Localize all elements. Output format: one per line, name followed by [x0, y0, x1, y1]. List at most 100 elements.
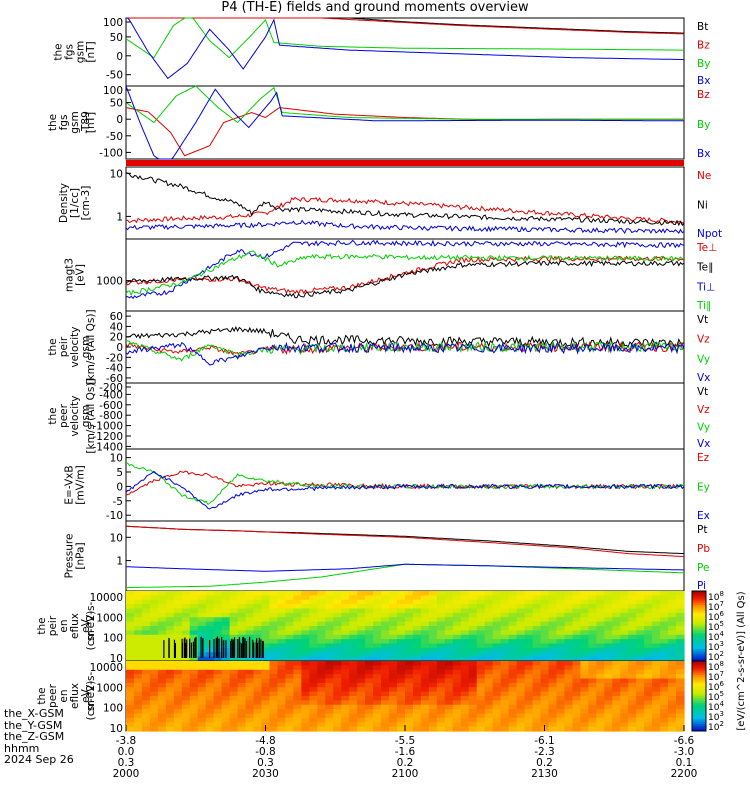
- y-tick-label: 0: [116, 51, 123, 63]
- peer_spec-cell: [269, 713, 279, 719]
- peer_spec-cell: [173, 674, 183, 680]
- x-axis: -3.80.00.32000-4.8-0.80.32030-5.5-1.60.2…: [113, 725, 697, 780]
- peer_spec-cell: [165, 678, 175, 684]
- peer_spec-cell: [676, 726, 685, 732]
- peir_spec-cell: [588, 656, 597, 662]
- peer_spec-cell: [572, 700, 581, 706]
- peir_spec-cell: [524, 608, 534, 614]
- peir_spec-cell: [556, 621, 566, 627]
- peir_spec-cell: [604, 608, 613, 614]
- peir_spec-cell: [468, 643, 478, 649]
- peer_spec-cell: [365, 661, 374, 666]
- peer_spec-cell: [141, 717, 151, 723]
- peir_spec-cell: [229, 634, 239, 640]
- peir_spec-cell: [540, 595, 550, 601]
- peer_spec-cell: [532, 665, 542, 671]
- peer_spec-cell: [173, 722, 183, 728]
- peer_spec-cell: [588, 669, 597, 675]
- peir_spec-cell: [420, 639, 430, 645]
- peir_spec-cell: [341, 621, 350, 627]
- peir_spec-cell: [620, 630, 629, 636]
- peir_spec-cell: [349, 608, 358, 614]
- peir_spec-cell: [652, 591, 661, 596]
- peir_spec-cell: [500, 612, 510, 618]
- peer_spec-cell: [652, 661, 661, 666]
- peir_spec-cell: [197, 634, 207, 640]
- peir_spec-cell: [357, 608, 366, 614]
- peir_spec-cell: [516, 626, 526, 631]
- colorbar-swatch: [692, 675, 706, 678]
- peer_spec-cell: [676, 678, 685, 684]
- peer_spec-cell: [309, 691, 318, 697]
- peer_spec-cell: [405, 678, 414, 684]
- peer_spec-cell: [532, 709, 542, 715]
- x-tick-x-gsm: -3.8: [116, 735, 137, 747]
- peir_spec-cell: [221, 656, 231, 662]
- series-density-Ne: [125, 196, 685, 224]
- peir_spec-cell: [317, 621, 326, 627]
- peer_spec-cell: [133, 709, 143, 715]
- colorbar-swatch: [692, 650, 706, 653]
- peer_spec-cell: [261, 696, 271, 701]
- colorbar-swatch: [692, 648, 706, 651]
- peir_spec-cell: [229, 604, 239, 610]
- peir_spec-cell: [189, 595, 199, 601]
- peir_spec-cell: [524, 643, 534, 649]
- peir_spec-cell: [213, 608, 223, 614]
- peir_spec-cell: [524, 634, 534, 640]
- peir_spec-cell: [436, 639, 446, 645]
- peir_spec-cell: [548, 617, 558, 623]
- peir_spec-cell: [197, 621, 207, 627]
- peir_spec-cell: [644, 634, 653, 640]
- peir_spec-cell: [349, 630, 358, 636]
- peer_spec-cell: [245, 682, 255, 688]
- peer_spec-cell: [588, 674, 597, 680]
- peir_spec-cell: [269, 608, 279, 614]
- peer_spec-cell: [269, 674, 279, 680]
- peir_spec-cell: [652, 604, 661, 610]
- peir_spec-cell: [508, 617, 518, 623]
- peer_spec-cell: [436, 687, 446, 693]
- peer_spec-cell: [325, 700, 334, 706]
- peir_spec-cell: [277, 626, 287, 631]
- peir_spec-cell: [500, 617, 510, 623]
- peer_spec-cell: [341, 661, 350, 666]
- peer_spec-cell: [221, 713, 231, 719]
- peer_spec-cell: [412, 722, 422, 728]
- peir_spec-cell: [612, 617, 621, 623]
- y-tick-label: 1: [116, 211, 123, 223]
- peer_spec-cell: [532, 669, 542, 675]
- colorbar-swatch: [692, 620, 706, 623]
- peir_spec-cell: [341, 604, 350, 610]
- peir_spec-cell: [397, 626, 406, 631]
- peer_spec-cell: [165, 682, 175, 688]
- peir_spec-cell: [373, 643, 382, 649]
- peir_spec-cell: [564, 608, 573, 614]
- peir_spec-cell: [500, 647, 510, 653]
- peer_spec-cell: [516, 665, 526, 671]
- peir_spec-cell: [556, 656, 566, 662]
- colorbar-swatch: [692, 592, 706, 595]
- peer_spec-cell: [309, 726, 318, 732]
- peir_spec-cell: [269, 643, 279, 649]
- y-tick-label: 60: [110, 311, 123, 323]
- peir_spec-cell: [261, 656, 271, 662]
- peir_spec-cell: [365, 608, 374, 614]
- peer_spec-cell: [572, 709, 581, 715]
- row-label-date: 2024 Sep 26: [4, 753, 74, 766]
- peer_spec-cell: [452, 669, 462, 675]
- peir_spec-cell: [556, 652, 566, 658]
- legend-Npot: Npot: [697, 228, 722, 240]
- peir_spec-cell: [317, 612, 326, 618]
- peir_spec-cell: [325, 604, 334, 610]
- peir_spec-cell: [484, 604, 494, 610]
- peer_spec-cell: [173, 665, 183, 671]
- peer_spec-cell: [126, 713, 135, 719]
- peer_spec-cell: [325, 704, 334, 710]
- peir_spec-cell: [277, 621, 287, 627]
- peer_spec-cell: [612, 687, 621, 693]
- peir_spec-cell: [588, 643, 597, 649]
- peir_spec-cell: [644, 652, 653, 658]
- peer_spec-cell: [341, 682, 350, 688]
- peir_spec-cell: [205, 591, 215, 596]
